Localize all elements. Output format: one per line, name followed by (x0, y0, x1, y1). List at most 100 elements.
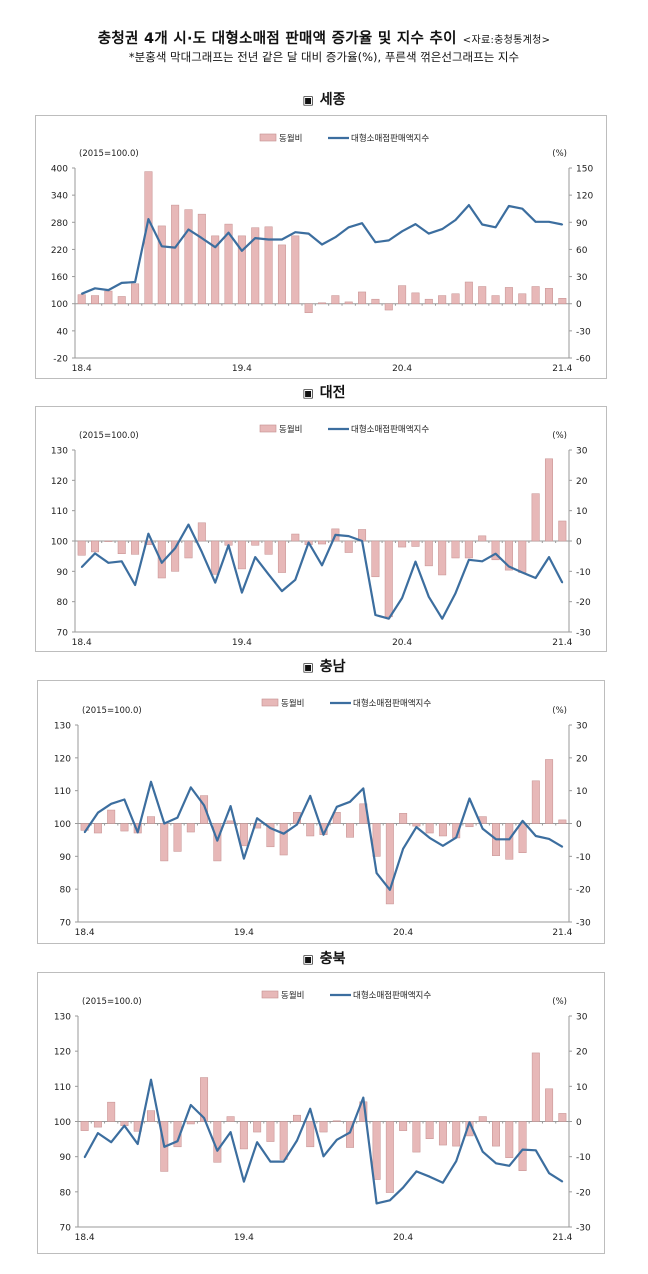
bar-yoy-28 (452, 1121, 461, 1147)
right-tick-label: -20 (576, 886, 591, 896)
bar-yoy-22 (371, 298, 380, 304)
bar-yoy-13 (253, 823, 262, 829)
index-point-23 (389, 1199, 391, 1202)
bar-yoy-31 (492, 1121, 500, 1147)
legend-bar-swatch (261, 990, 279, 999)
bar-yoy-18 (318, 302, 326, 304)
index-point-0 (80, 566, 83, 568)
section-title: 대전 (319, 385, 346, 401)
bar-yoy-5 (144, 171, 153, 304)
index-point-36 (561, 581, 564, 584)
bar-yoy-34 (531, 493, 540, 542)
bar-yoy-19 (331, 295, 340, 304)
right-tick-label: 90 (576, 219, 588, 229)
index-point-26 (428, 837, 431, 839)
index-point-14 (269, 827, 272, 829)
bar-yoy-33 (518, 293, 527, 304)
bar-yoy-23 (385, 1121, 394, 1193)
bar-yoy-22 (371, 540, 380, 578)
index-point-35 (548, 1172, 550, 1174)
bar-yoy-25 (411, 540, 420, 547)
index-point-19 (335, 1138, 338, 1141)
bar-yoy-18 (318, 540, 326, 545)
bar-yoy-31 (491, 540, 500, 561)
right-unit-label: (%) (552, 706, 567, 716)
bar-yoy-7 (173, 823, 182, 852)
index-point-4 (136, 831, 139, 834)
bar-yoy-14 (266, 823, 275, 848)
index-point-10 (216, 1149, 219, 1152)
index-point-32 (508, 565, 510, 568)
index-point-34 (535, 835, 537, 837)
left-tick-label: 340 (51, 192, 68, 202)
bar-yoy-8 (186, 823, 195, 833)
bar-yoy-10 (211, 540, 220, 575)
bar-yoy-0 (80, 1121, 89, 1131)
bar-yoy-33 (518, 1121, 527, 1171)
right-unit-label: (%) (552, 997, 567, 1007)
index-point-2 (110, 1141, 112, 1144)
index-point-16 (294, 231, 297, 234)
index-point-19 (334, 534, 337, 536)
index-point-2 (110, 803, 112, 805)
index-point-5 (150, 781, 152, 783)
bar-yoy-20 (344, 540, 353, 553)
bar-yoy-11 (224, 223, 233, 304)
index-point-36 (561, 846, 564, 848)
index-point-19 (335, 805, 338, 808)
index-point-2 (107, 562, 110, 564)
index-point-35 (548, 838, 550, 840)
bar-yoy-3 (120, 823, 129, 832)
left-tick-label: 160 (51, 273, 68, 283)
chart-chungbuk: 130 120 110 100 90 80 70 30 20 10 0 -10 -20 -30 18.4 19… (37, 972, 605, 1254)
bar-yoy-36 (558, 1113, 567, 1122)
bar-yoy-15 (279, 1121, 288, 1160)
bar-yoy-3 (117, 296, 126, 304)
index-point-8 (187, 523, 190, 526)
index-point-14 (267, 238, 270, 241)
bar-yoy-9 (200, 1077, 209, 1122)
left-tick-label: 80 (60, 1188, 72, 1198)
bar-yoy-14 (266, 1121, 275, 1142)
legend-bar-swatch (259, 133, 277, 142)
bar-yoy-26 (424, 540, 433, 567)
section-title: 충북 (319, 951, 346, 967)
index-point-9 (203, 804, 205, 807)
index-point-8 (187, 228, 190, 231)
left-unit-label: (2015=100.0) (82, 997, 142, 1007)
index-point-36 (561, 1180, 564, 1183)
x-tick-label: 18.4 (72, 638, 92, 648)
section-header-chungbuk: ▣ 충북 (0, 948, 648, 968)
bar-yoy-22 (372, 1121, 381, 1180)
bar-yoy-30 (478, 286, 487, 304)
index-point-21 (362, 1096, 365, 1099)
left-tick-label: 70 (60, 919, 72, 929)
index-point-25 (415, 1170, 418, 1173)
legend-label-line: 대형소매점판매액지수 (353, 698, 431, 709)
index-point-29 (468, 204, 470, 206)
chart-chungnam: 130 120 110 100 90 80 70 30 20 10 0 -10 -20 -30 18.4 19… (37, 680, 605, 944)
bar-yoy-31 (491, 295, 500, 304)
legend-label-bar: 동월비 (279, 133, 302, 144)
section-title: 충남 (319, 659, 346, 675)
index-line (83, 780, 563, 891)
bar-yoy-35 (545, 759, 554, 824)
index-point-5 (150, 1078, 152, 1081)
left-tick-label: 130 (54, 722, 71, 732)
index-line (81, 203, 563, 295)
right-tick-label: 60 (576, 246, 588, 256)
bar-yoy-28 (451, 540, 460, 559)
bar-yoy-20 (346, 823, 355, 838)
bar-yoy-14 (264, 226, 273, 304)
index-point-22 (374, 614, 377, 616)
bar-yoy-9 (200, 795, 209, 824)
legend-bar-swatch (259, 424, 277, 433)
bar-yoy-36 (558, 819, 567, 824)
bar-yoy-10 (213, 823, 222, 862)
right-tick-label: -10 (576, 853, 591, 863)
index-point-24 (402, 847, 404, 850)
chart-sejong: 400 340 280 220 160 100 40 -20 150 120 90 60 30 0 -30 -… (35, 115, 607, 379)
source-note: <자료:충청통계청> (462, 35, 551, 46)
